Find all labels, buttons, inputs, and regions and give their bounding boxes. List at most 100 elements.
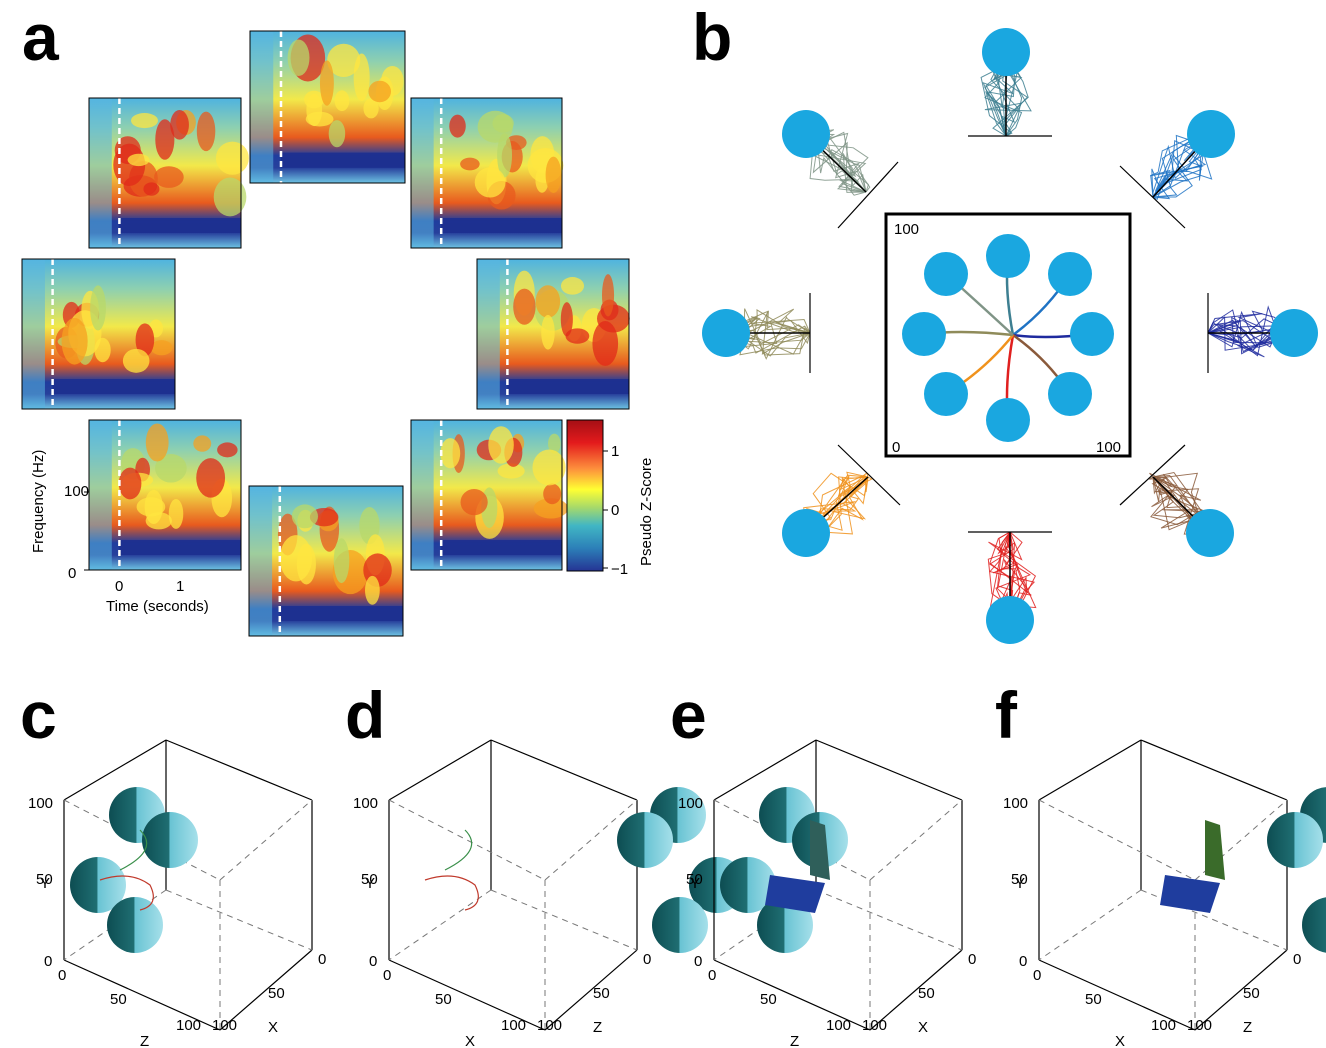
panel-f-y-label: Y: [1015, 875, 1025, 892]
colorbar-label: Pseudo Z-Score: [638, 458, 655, 566]
panel-e-y-label: Y: [690, 875, 700, 892]
outer-target-group-6: [782, 444, 901, 557]
inner-target-6: [924, 372, 968, 416]
outer-target-group-5: [968, 531, 1052, 644]
workspace-label-100-top: 100: [894, 221, 919, 238]
tick: 100: [1003, 795, 1028, 812]
tick: 50: [1085, 991, 1102, 1008]
colorbar: 1 0 −1 Pseudo Z-Score: [566, 419, 655, 578]
sphere-target-2: [617, 812, 673, 868]
outer-target-group-4: [1119, 444, 1234, 557]
panel-c-bottom-right-axis: X: [268, 1019, 278, 1036]
sphere-target-4: [1302, 897, 1326, 953]
inner-target-4: [1048, 372, 1092, 416]
ytick-0: 0: [68, 565, 76, 582]
colorbar-tick-minus1: −1: [611, 561, 628, 578]
workspace-label-0: 0: [892, 439, 900, 456]
panel-c-letter: c: [20, 678, 57, 752]
spectrogram-grid: [21, 30, 630, 637]
frequency-axis-label: Frequency (Hz): [30, 450, 47, 553]
spectrogram-3: [410, 97, 564, 249]
3d-panels: cY100500050100050100ZXdY1005000501000501…: [20, 678, 1326, 1048]
outer-target-2: [1187, 110, 1235, 158]
panel-f-bottom-left-axis: X: [1115, 1033, 1125, 1048]
tick: 0: [58, 967, 66, 984]
start-line: [1119, 444, 1186, 506]
volume-shape: [1160, 875, 1220, 913]
volume-shape: [765, 875, 825, 913]
sphere-target-4: [652, 897, 708, 953]
outer-target-4: [1186, 509, 1234, 557]
panel-d-y-label: Y: [365, 875, 375, 892]
start-line: [837, 161, 899, 229]
tick: 50: [593, 985, 610, 1002]
workspace-box: [884, 212, 1132, 458]
tick: 50: [686, 871, 703, 888]
tick: 0: [694, 953, 702, 970]
time-axis-label: Time (seconds): [106, 598, 209, 615]
volume-shape: [810, 820, 830, 880]
panel-d-bottom-left-axis: X: [465, 1033, 475, 1048]
tick: 100: [678, 795, 703, 812]
tick: 100: [501, 1017, 526, 1034]
spectrogram-4: [21, 258, 176, 410]
tick: 0: [1293, 951, 1301, 968]
start-line: [1119, 165, 1186, 229]
tick: 100: [1151, 1017, 1176, 1034]
tick: 100: [28, 795, 53, 812]
inner-target-1: [986, 234, 1030, 278]
outer-target-7: [702, 309, 750, 357]
tick: 0: [1033, 967, 1041, 984]
outer-target-group-7: [702, 293, 811, 373]
tick: 0: [968, 951, 976, 968]
sphere-target-2: [142, 812, 198, 868]
tick: 100: [212, 1017, 237, 1034]
colorbar-tick-1: 1: [611, 443, 619, 460]
trajectory-3d: [99, 875, 154, 911]
tick: 50: [918, 985, 935, 1002]
outer-target-6: [782, 509, 830, 557]
sphere-target-3: [720, 857, 776, 913]
tick: 0: [643, 951, 651, 968]
outer-target-5: [986, 596, 1034, 644]
tick: 50: [760, 991, 777, 1008]
trajectory-line: [984, 51, 1023, 137]
trajectory-line: [725, 327, 811, 356]
tick: 0: [383, 967, 391, 984]
outer-target-3: [1270, 309, 1318, 357]
spectrogram-8: [248, 485, 404, 637]
trajectory-line: [1151, 133, 1212, 198]
outer-target-group-8: [782, 110, 899, 229]
tick: 50: [268, 985, 285, 1002]
inner-target-8: [924, 252, 968, 296]
colorbar-tick-0: 0: [611, 502, 619, 519]
trajectory-3d: [444, 829, 473, 871]
tick: 100: [826, 1017, 851, 1034]
reach-trajectories-panel: 100 0 100: [702, 28, 1318, 644]
panel-e-letter: e: [670, 678, 707, 752]
sphere-target-4: [107, 897, 163, 953]
panel-e-bottom-left-axis: Z: [790, 1033, 799, 1048]
panel-c-bottom-left-axis: Z: [140, 1033, 149, 1048]
tick: 50: [435, 991, 452, 1008]
spectrogram-6: [88, 419, 242, 571]
outer-target-group-2: [1119, 110, 1235, 229]
trajectory-line: [805, 133, 871, 193]
tick: 100: [537, 1017, 562, 1034]
tick: 50: [36, 871, 53, 888]
spectrogram-2: [88, 97, 249, 249]
workspace-label-100-right: 100: [1096, 439, 1121, 456]
trajectory-3d: [119, 829, 148, 871]
panel-b-letter: b: [692, 0, 732, 74]
panel-e-bottom-right-axis: X: [918, 1019, 928, 1036]
tick: 50: [1243, 985, 1260, 1002]
panel-f-letter: f: [995, 678, 1018, 752]
tick: 0: [44, 953, 52, 970]
tick: 50: [361, 871, 378, 888]
outer-target-8: [782, 110, 830, 158]
